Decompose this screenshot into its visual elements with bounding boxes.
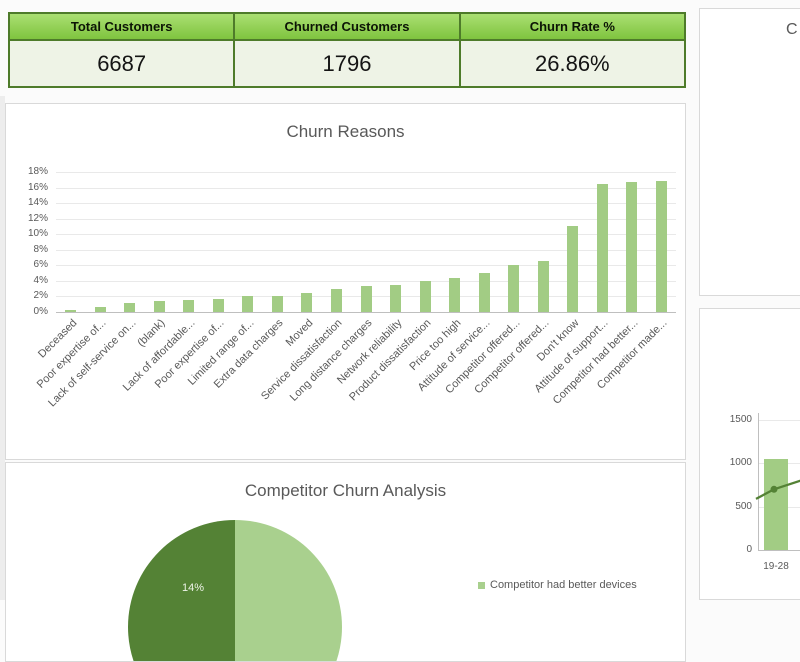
kpi-label: Churned Customers xyxy=(235,14,459,41)
gridline xyxy=(758,420,800,421)
chart-title: Competitor Churn Analysis xyxy=(244,481,447,500)
gridline xyxy=(56,234,676,236)
churn-reasons-plot-area: 0% 2% 4% 6% 8% 10% 12% 14% 16% 18% Deceased Poor ex… xyxy=(6,104,685,459)
y-axis-tick-label: 18% xyxy=(27,166,48,177)
combo-plot-area: 0 500 1000 1500 19-28 xyxy=(700,309,800,599)
kpi-value[interactable]: 26.86% xyxy=(460,41,684,86)
window-edge-strip xyxy=(0,96,5,600)
competitor-churn-chart[interactable]: Competitor Churn Analysis 14% Competitor… xyxy=(5,462,686,662)
bar xyxy=(655,180,667,312)
y-axis-tick-label: 1500 xyxy=(729,414,752,425)
legend-label: Competitor had better devices xyxy=(490,579,637,591)
y-axis-tick-label: 10% xyxy=(27,228,48,240)
legend-swatch-icon xyxy=(478,581,485,589)
bar xyxy=(65,309,77,312)
kpi-total-customers[interactable]: Total Customers 6687 xyxy=(10,14,234,86)
bar xyxy=(508,265,520,312)
combo-bar xyxy=(764,459,788,550)
kpi-label: Churn Rate % xyxy=(460,14,684,41)
bar xyxy=(449,277,461,312)
chart-title: Churn Reasons xyxy=(286,122,405,141)
gridline xyxy=(56,280,676,282)
y-axis-tick-label: 2% xyxy=(33,290,48,302)
y-axis-tick-label: 500 xyxy=(735,500,752,512)
y-axis-tick-label: 0% xyxy=(33,306,48,317)
gridline xyxy=(56,172,676,173)
churn-dashboard: { "kpi": { "cards": [ {"label": "Total C… xyxy=(0,8,800,662)
gridline xyxy=(56,187,676,189)
bar xyxy=(390,284,402,312)
y-axis-tick-label: 0 xyxy=(746,544,752,555)
kpi-label: Total Customers xyxy=(10,14,234,41)
y-axis-tick-label: 4% xyxy=(33,274,48,286)
churn-reasons-chart[interactable]: Churn Reasons 0% 2% 4% 6% 8% 10% 12% 14% 16% 18% D… xyxy=(5,103,686,460)
x-axis-tick-label: 19-28 xyxy=(763,561,789,572)
kpi-value[interactable]: 6687 xyxy=(10,41,234,86)
y-axis-tick-label: 14% xyxy=(27,197,48,209)
bar xyxy=(242,296,254,312)
kpi-value[interactable]: 1796 xyxy=(235,41,459,86)
right-top-chart-partial[interactable]: C xyxy=(699,8,800,296)
y-axis-tick-label: 16% xyxy=(27,181,48,193)
bar xyxy=(330,288,342,312)
bar xyxy=(212,298,224,312)
x-axis-line xyxy=(56,312,676,313)
gridline xyxy=(56,265,676,267)
legend-item: Competitor had better devices xyxy=(478,579,637,591)
bar xyxy=(626,182,638,312)
bar xyxy=(183,299,195,312)
bar xyxy=(537,261,549,312)
bar xyxy=(271,295,283,312)
pie-chart xyxy=(128,520,342,661)
bar xyxy=(360,286,372,312)
bar xyxy=(301,292,313,312)
kpi-churned-customers[interactable]: Churned Customers 1796 xyxy=(233,14,459,86)
y-axis-line xyxy=(758,413,759,550)
bar xyxy=(478,273,490,312)
y-axis-tick-label: 1000 xyxy=(729,457,752,469)
chart-title-partial: C xyxy=(786,21,798,38)
gridline xyxy=(56,218,676,220)
gridline xyxy=(56,203,676,205)
kpi-churn-rate[interactable]: Churn Rate % 26.86% xyxy=(458,14,684,86)
pie-slice-label: 14% xyxy=(182,582,205,594)
kpi-summary-table: Total Customers 6687 Churned Customers 1… xyxy=(8,12,686,88)
bar xyxy=(153,301,165,312)
y-axis-tick-label: 6% xyxy=(33,259,48,271)
y-axis-tick-label: 8% xyxy=(33,243,48,255)
x-axis-line xyxy=(758,550,800,551)
gridline xyxy=(56,249,676,251)
bar xyxy=(94,306,106,312)
bar xyxy=(124,303,136,312)
bar xyxy=(596,183,608,312)
y-axis-tick-label: 12% xyxy=(27,212,48,224)
bar xyxy=(567,226,579,312)
bar xyxy=(419,280,431,312)
right-bottom-combo-chart-partial[interactable]: 0 500 1000 1500 19-28 xyxy=(699,308,800,600)
